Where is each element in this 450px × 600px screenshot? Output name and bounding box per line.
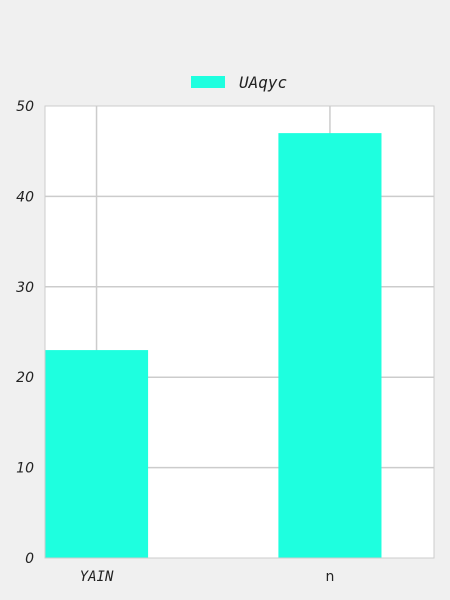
- y-axis-ticks: 0 10 20 30 40 50: [16, 99, 34, 567]
- y-tick-label: 10: [16, 461, 34, 477]
- y-tick-label: 50: [16, 99, 34, 115]
- x-tick-label: n: [326, 569, 335, 585]
- x-tick-label: YAIN: [80, 569, 114, 585]
- y-tick-label: 20: [16, 370, 34, 386]
- legend: UAqyc: [191, 73, 287, 92]
- y-tick-label: 30: [16, 280, 34, 296]
- plot-frame: [44, 105, 435, 559]
- bars: [45, 133, 382, 558]
- legend-label: UAqyc: [239, 73, 287, 92]
- legend-swatch: [191, 76, 225, 88]
- bar-YAIN: [45, 350, 149, 558]
- y-tick-label: 40: [16, 189, 34, 205]
- y-tick-label: 0: [25, 551, 34, 567]
- x-axis-ticks: YAIN n: [80, 569, 335, 585]
- bar-n: [278, 133, 382, 558]
